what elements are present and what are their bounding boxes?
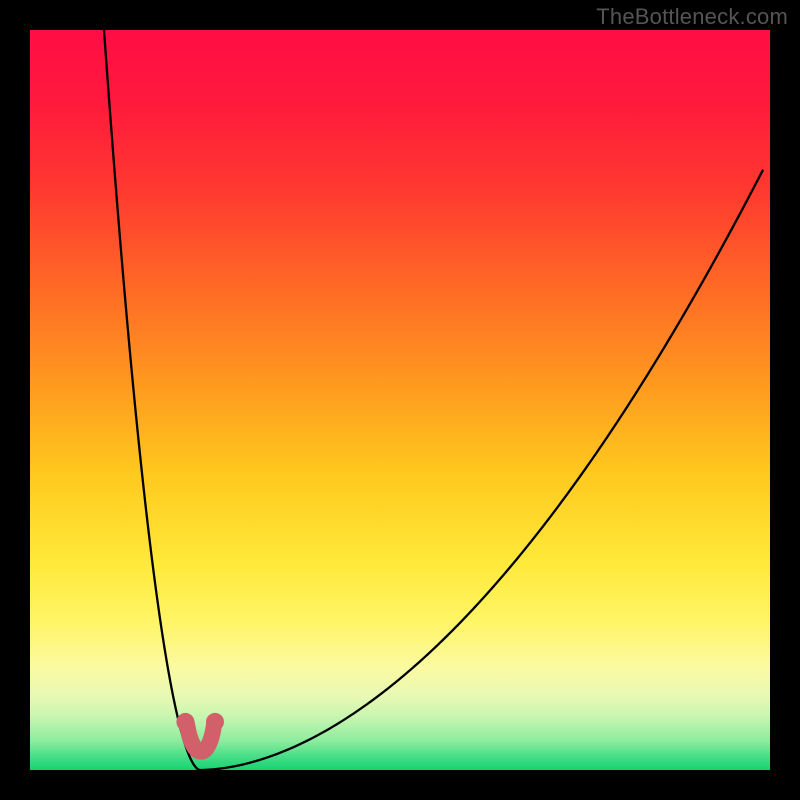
chart-container: TheBottleneck.com xyxy=(0,0,800,800)
marker-point-1 xyxy=(206,713,224,731)
plot-gradient-background xyxy=(30,30,770,770)
bottleneck-curve-plot xyxy=(0,0,800,800)
watermark-text: TheBottleneck.com xyxy=(596,4,788,30)
marker-point-0 xyxy=(176,713,194,731)
